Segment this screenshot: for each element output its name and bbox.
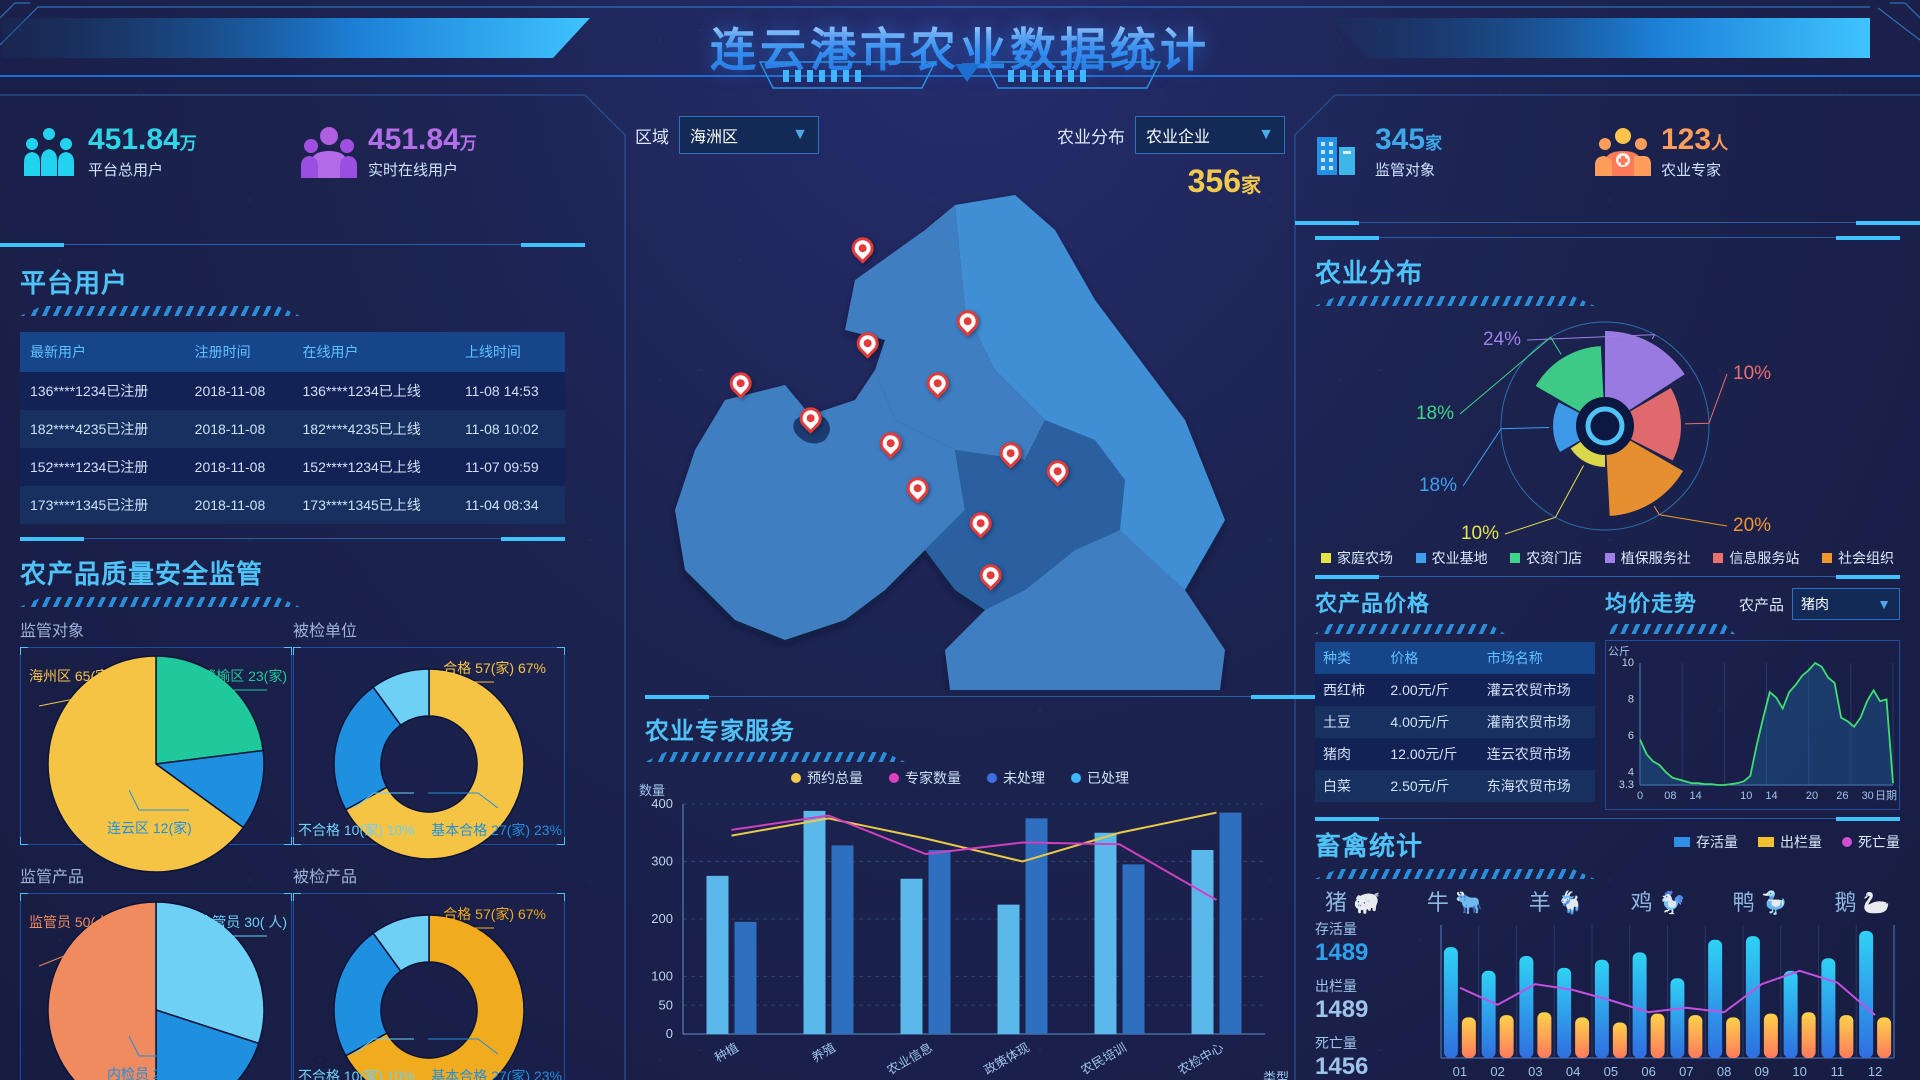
svg-text:07: 07 [1679,1064,1693,1079]
svg-text:200: 200 [651,911,673,926]
svg-text:3.3: 3.3 [1619,779,1634,791]
svg-text:02: 02 [1490,1064,1504,1079]
svg-text:05: 05 [1604,1064,1618,1079]
svg-text:26: 26 [1836,790,1848,802]
svg-text:6: 6 [1628,730,1634,742]
svg-text:20: 20 [1806,790,1818,802]
svg-text:08: 08 [1717,1064,1731,1079]
svg-text:50: 50 [659,997,673,1012]
svg-text:20%: 20% [1733,515,1771,536]
svg-text:24%: 24% [1483,329,1521,350]
svg-text:种植: 种植 [712,1040,741,1065]
svg-text:10: 10 [1792,1064,1806,1079]
svg-text:10%: 10% [1733,363,1771,384]
svg-text:09: 09 [1755,1064,1769,1079]
svg-text:10%: 10% [1461,523,1499,544]
svg-text:14: 14 [1765,790,1777,802]
svg-text:农检中心: 农检中心 [1175,1039,1226,1077]
svg-text:300: 300 [651,854,673,869]
svg-text:0: 0 [1637,790,1643,802]
svg-text:100: 100 [651,969,673,984]
svg-text:12: 12 [1868,1064,1882,1079]
svg-text:18%: 18% [1419,475,1457,496]
svg-text:农民培训: 农民培训 [1078,1040,1129,1078]
svg-text:农业信息: 农业信息 [884,1040,935,1078]
svg-text:11: 11 [1831,1064,1845,1079]
svg-text:10: 10 [1740,790,1752,802]
svg-text:日期: 日期 [1875,789,1897,802]
svg-text:0: 0 [666,1026,673,1041]
svg-text:10: 10 [1622,657,1634,669]
svg-text:8: 8 [1628,693,1634,705]
svg-text:08: 08 [1664,790,1676,802]
svg-text:01: 01 [1453,1064,1467,1079]
svg-text:4: 4 [1628,766,1634,778]
svg-text:养殖: 养殖 [809,1040,838,1065]
svg-text:04: 04 [1566,1064,1580,1079]
svg-text:30: 30 [1862,790,1874,802]
svg-text:06: 06 [1641,1064,1655,1079]
svg-text:18%: 18% [1416,403,1454,424]
svg-text:03: 03 [1528,1064,1542,1079]
svg-text:14: 14 [1690,790,1702,802]
svg-text:政策体现: 政策体现 [981,1040,1032,1078]
